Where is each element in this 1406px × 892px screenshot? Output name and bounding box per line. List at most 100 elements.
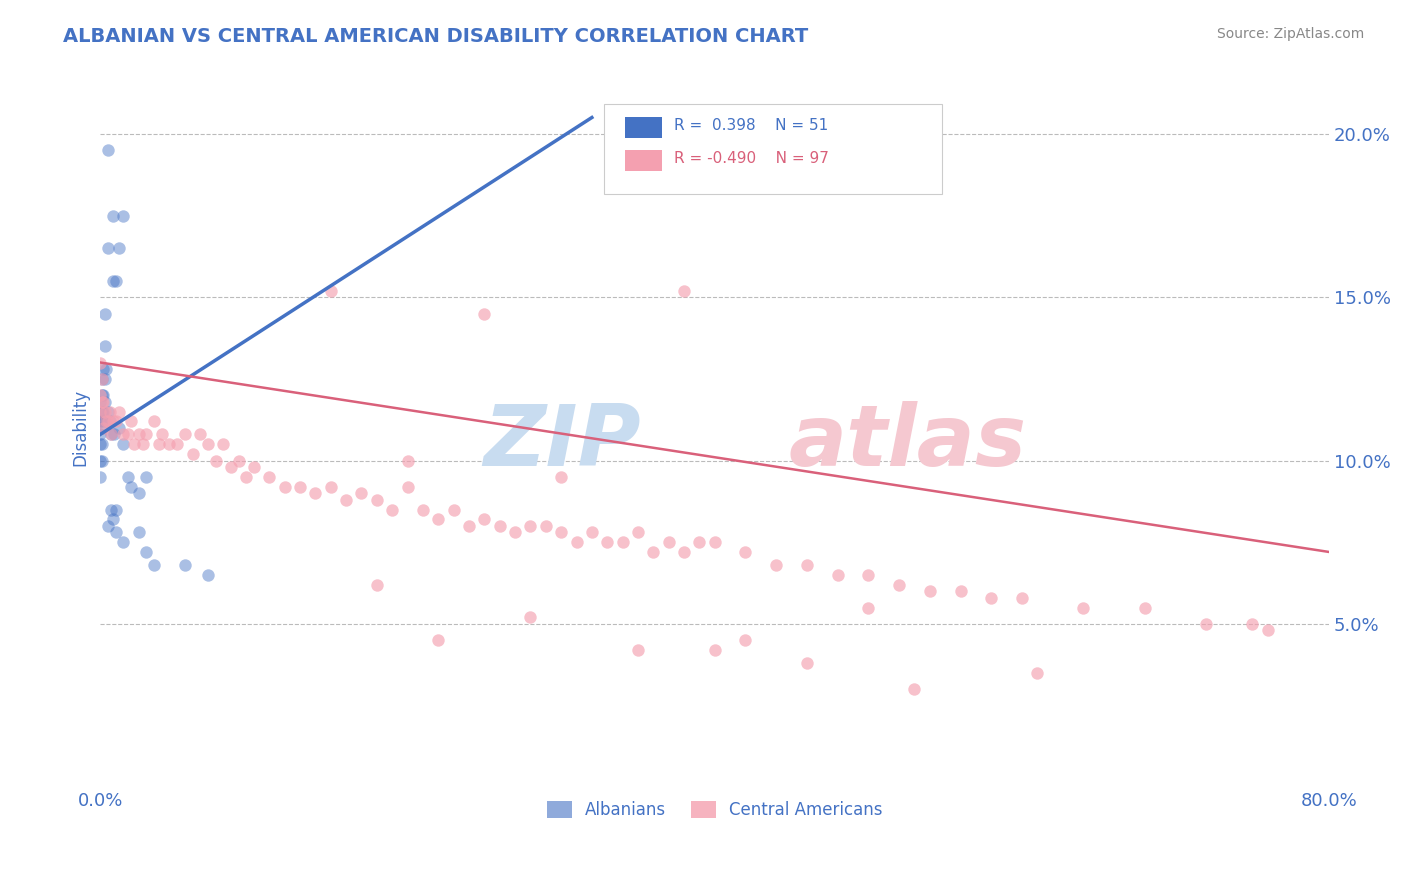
- Point: [197, 437, 219, 451]
- Point: [319, 284, 342, 298]
- Point: [166, 437, 188, 451]
- Point: [366, 577, 388, 591]
- Text: R = -0.490    N = 97: R = -0.490 N = 97: [675, 151, 830, 166]
- Point: [412, 502, 434, 516]
- Legend: Albanians, Central Americans: Albanians, Central Americans: [540, 794, 890, 826]
- Point: [519, 519, 541, 533]
- Point: [94, 394, 117, 409]
- Point: [443, 502, 465, 516]
- Point: [643, 545, 665, 559]
- Point: [93, 421, 115, 435]
- Point: [703, 535, 725, 549]
- Point: [519, 610, 541, 624]
- Point: [534, 519, 557, 533]
- Point: [918, 584, 941, 599]
- Point: [1073, 600, 1095, 615]
- Point: [381, 502, 404, 516]
- Point: [612, 535, 634, 549]
- Point: [96, 362, 118, 376]
- Point: [143, 558, 166, 572]
- Point: [903, 682, 925, 697]
- Point: [103, 427, 125, 442]
- Point: [97, 519, 120, 533]
- Point: [100, 427, 122, 442]
- Point: [148, 437, 170, 451]
- Point: [120, 414, 142, 428]
- Point: [132, 437, 155, 451]
- Point: [627, 643, 650, 657]
- Point: [128, 427, 150, 442]
- Point: [135, 470, 157, 484]
- Point: [90, 372, 112, 386]
- Point: [212, 437, 235, 451]
- Point: [396, 453, 419, 467]
- Point: [366, 492, 388, 507]
- Point: [259, 470, 281, 484]
- Point: [107, 421, 129, 435]
- Point: [112, 535, 135, 549]
- Point: [94, 306, 117, 320]
- Point: [1195, 616, 1218, 631]
- Point: [90, 414, 112, 428]
- Text: R =  0.398    N = 51: R = 0.398 N = 51: [675, 118, 828, 133]
- Point: [94, 404, 117, 418]
- Point: [98, 404, 121, 418]
- Point: [101, 209, 124, 223]
- Point: [219, 460, 242, 475]
- Point: [100, 427, 122, 442]
- Point: [93, 394, 115, 409]
- Point: [396, 480, 419, 494]
- Point: [117, 470, 139, 484]
- Point: [150, 427, 173, 442]
- Point: [89, 437, 111, 451]
- Point: [173, 558, 195, 572]
- Point: [858, 567, 880, 582]
- Point: [128, 486, 150, 500]
- Point: [658, 535, 681, 549]
- Point: [107, 241, 129, 255]
- Point: [159, 437, 181, 451]
- Point: [96, 414, 118, 428]
- Text: Source: ZipAtlas.com: Source: ZipAtlas.com: [1216, 27, 1364, 41]
- Point: [565, 535, 588, 549]
- Point: [96, 414, 118, 428]
- Point: [97, 241, 120, 255]
- Point: [673, 284, 696, 298]
- Point: [335, 492, 357, 507]
- Point: [181, 447, 204, 461]
- Point: [980, 591, 1002, 605]
- Y-axis label: Disability: Disability: [72, 389, 89, 467]
- Point: [89, 388, 111, 402]
- Text: ALBANIAN VS CENTRAL AMERICAN DISABILITY CORRELATION CHART: ALBANIAN VS CENTRAL AMERICAN DISABILITY …: [63, 27, 808, 45]
- Point: [120, 480, 142, 494]
- Point: [128, 525, 150, 540]
- Point: [204, 453, 226, 467]
- Point: [89, 394, 111, 409]
- FancyBboxPatch shape: [605, 104, 942, 194]
- Point: [1257, 624, 1279, 638]
- Point: [135, 427, 157, 442]
- Point: [627, 525, 650, 540]
- Point: [90, 388, 112, 402]
- Text: ZIP: ZIP: [484, 401, 641, 483]
- Point: [89, 414, 111, 428]
- Point: [472, 512, 495, 526]
- Point: [949, 584, 972, 599]
- Point: [143, 414, 166, 428]
- Point: [101, 512, 124, 526]
- Point: [188, 427, 211, 442]
- Point: [89, 453, 111, 467]
- Point: [827, 567, 849, 582]
- Text: atlas: atlas: [789, 401, 1026, 483]
- Point: [104, 414, 127, 428]
- Point: [89, 404, 111, 418]
- Point: [112, 427, 135, 442]
- Point: [94, 339, 117, 353]
- Point: [887, 577, 910, 591]
- Point: [350, 486, 373, 500]
- Point: [319, 480, 342, 494]
- Point: [734, 545, 756, 559]
- Point: [197, 567, 219, 582]
- Point: [427, 633, 450, 648]
- Point: [1133, 600, 1156, 615]
